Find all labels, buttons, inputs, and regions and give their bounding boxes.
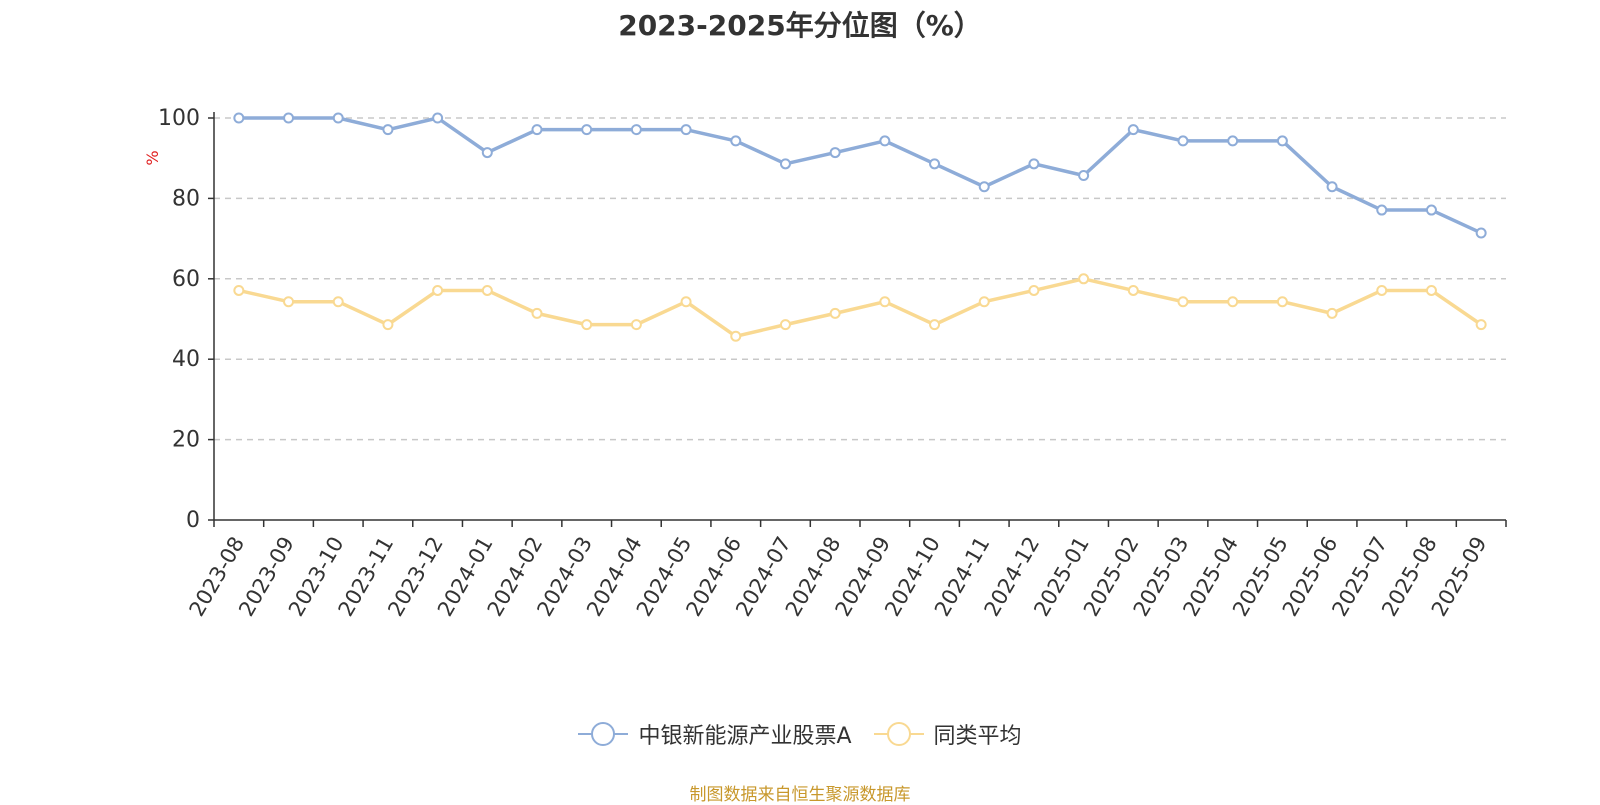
data-point-series-0: [1276, 135, 1288, 147]
data-point-series-0: [829, 147, 841, 159]
data-point-series-1: [382, 319, 394, 331]
data-point-series-0: [1475, 227, 1487, 239]
data-point-series-1: [1376, 284, 1388, 296]
data-point-series-0: [1177, 135, 1189, 147]
data-point-series-0: [1326, 181, 1338, 193]
legend-swatch-series-0: [578, 721, 629, 747]
y-tick-label: 0: [186, 508, 200, 533]
data-point-series-1: [481, 284, 493, 296]
data-point-series-1: [1177, 296, 1189, 308]
data-point-series-1: [432, 284, 444, 296]
data-point-series-0: [879, 135, 891, 147]
data-point-series-0: [283, 112, 295, 124]
data-point-series-1: [1028, 284, 1040, 296]
data-point-series-1: [730, 330, 742, 342]
data-point-series-0: [1376, 204, 1388, 216]
data-point-series-1: [630, 319, 642, 331]
data-point-series-1: [233, 284, 245, 296]
legend-swatch-series-1: [873, 721, 924, 747]
data-point-series-1: [1326, 307, 1338, 319]
data-point-series-1: [1227, 296, 1239, 308]
data-point-series-1: [1425, 284, 1437, 296]
data-point-series-0: [630, 124, 642, 136]
legend-label-series-0: 中银新能源产业股票A: [638, 724, 852, 749]
y-tick-label: 80: [172, 186, 200, 211]
data-point-series-1: [1078, 273, 1090, 285]
series-line-1: [238, 277, 1483, 339]
series-lines: [233, 112, 1487, 342]
y-tick-label: 60: [172, 267, 200, 292]
data-point-series-1: [1276, 296, 1288, 308]
data-point-series-1: [829, 307, 841, 319]
data-point-series-0: [233, 112, 245, 124]
data-point-series-1: [978, 296, 990, 308]
data-point-series-1: [779, 319, 791, 331]
data-point-series-0: [1078, 169, 1090, 181]
data-point-series-0: [1028, 158, 1040, 170]
legend-label-series-1: 同类平均: [933, 724, 1022, 749]
legend-item-series-0[interactable]: 中银新能源产业股票A: [578, 718, 852, 750]
data-point-series-0: [432, 112, 444, 124]
source-note: 制图数据来自恒生聚源数据库: [689, 785, 911, 805]
data-point-series-0: [680, 124, 692, 136]
y-axis-label: %: [143, 150, 162, 165]
tick-labels: 020406080100%2023-082023-092023-102023-1…: [143, 106, 1491, 620]
series-line-0: [238, 116, 1482, 235]
data-point-series-0: [1127, 124, 1139, 136]
data-point-series-0: [1227, 135, 1239, 147]
data-point-series-1: [332, 296, 344, 308]
y-tick-label: 100: [158, 106, 200, 131]
data-point-series-1: [531, 307, 543, 319]
data-point-series-1: [1475, 319, 1487, 331]
data-point-series-0: [730, 135, 742, 147]
y-tick-label: 40: [172, 347, 200, 372]
data-point-series-0: [779, 158, 791, 170]
axes: [208, 112, 1507, 527]
data-point-series-0: [978, 181, 990, 193]
data-point-series-0: [382, 124, 394, 136]
data-point-series-1: [283, 296, 295, 308]
data-point-series-1: [929, 319, 941, 331]
data-point-series-1: [581, 319, 593, 331]
chart-title: 2023-2025年分位图（%）: [618, 9, 982, 42]
legend-item-series-1[interactable]: 同类平均: [873, 718, 1022, 750]
legend: 中银新能源产业股票A 同类平均: [0, 718, 1600, 750]
data-point-series-0: [531, 124, 543, 136]
data-point-series-0: [481, 147, 493, 159]
data-point-series-1: [879, 296, 891, 308]
data-point-series-1: [680, 296, 692, 308]
y-tick-label: 20: [172, 428, 200, 453]
data-point-series-0: [929, 158, 941, 170]
data-point-series-0: [581, 124, 593, 136]
data-point-series-0: [1425, 204, 1437, 216]
data-point-series-1: [1127, 284, 1139, 296]
data-point-series-0: [332, 112, 344, 124]
